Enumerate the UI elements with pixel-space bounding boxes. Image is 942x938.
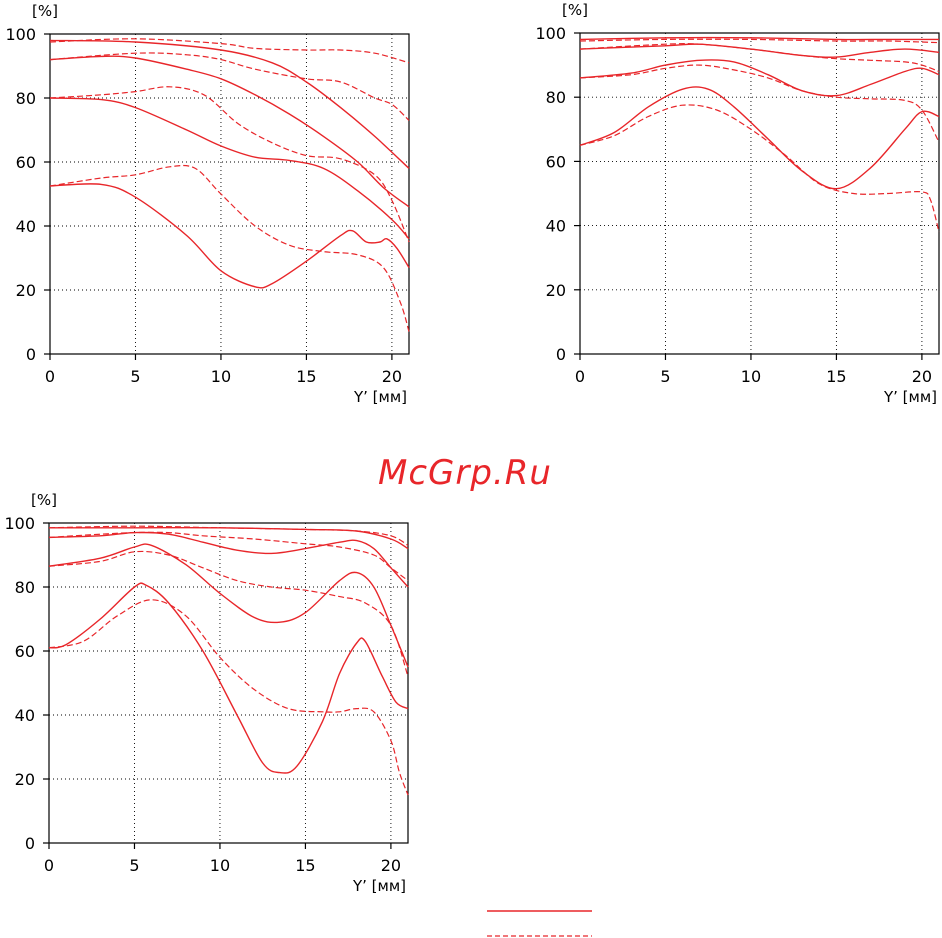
x-tick-label: 10	[741, 367, 761, 386]
y-tick-label: 0	[556, 345, 566, 364]
x-tick-label: 0	[45, 367, 55, 386]
mtf-chart-top-right: 0 5 10 15 20 0 20 40 60 80 100 [%] Y’ [мм]	[535, 1, 940, 406]
x-tick-label: 15	[295, 856, 315, 875]
x-axis-label: Y’ [мм]	[353, 388, 407, 406]
series-line-dashed-8	[49, 164, 410, 332]
mtf-chart-top-left: 0 5 10 15 20 0 20 40 60 80 100 [%] Y’ [мм]	[5, 2, 410, 406]
y-tick-label: 80	[546, 88, 566, 107]
series-line-dashed-4	[579, 43, 940, 73]
series-line-solid-5	[49, 97, 410, 240]
x-tick-label: 20	[382, 367, 402, 386]
legend	[487, 910, 592, 937]
series-line-solid-1	[49, 39, 410, 169]
x-tick-label: 15	[296, 367, 316, 386]
series-line-dashed-6	[48, 550, 409, 677]
plot-frame	[579, 32, 940, 355]
y-tick-label: 0	[26, 345, 36, 364]
plot-frame	[49, 33, 410, 355]
y-tick-label: 80	[16, 89, 36, 108]
y-axis-label: [%]	[31, 491, 57, 509]
x-tick-label: 5	[660, 367, 670, 386]
x-tick-label: 5	[130, 367, 140, 386]
y-tick-label: 100	[4, 514, 35, 533]
series-line-solid-5	[579, 59, 940, 97]
y-axis-label: [%]	[32, 2, 58, 20]
y-tick-label: 80	[15, 578, 35, 597]
x-axis-label: Y’ [мм]	[883, 388, 937, 406]
series-line-dashed-4	[48, 531, 409, 582]
y-tick-label: 20	[16, 281, 36, 300]
y-tick-label: 100	[5, 25, 36, 44]
y-tick-label: 60	[15, 642, 35, 661]
y-tick-label: 40	[546, 217, 566, 236]
y-tick-label: 60	[16, 153, 36, 172]
watermark-text: McGrp.Ru	[378, 453, 552, 493]
plot-frame	[48, 522, 409, 844]
series-line-solid-3	[48, 531, 409, 588]
y-tick-label: 0	[25, 834, 35, 853]
series-line-dashed-4	[49, 52, 410, 121]
series-line-dashed-2	[579, 38, 940, 44]
y-tick-label: 60	[546, 152, 566, 171]
series-line-dashed-2	[49, 38, 410, 64]
x-tick-label: 15	[826, 367, 846, 386]
y-axis-label: [%]	[562, 1, 588, 19]
x-axis-label: Y’ [мм]	[352, 877, 406, 895]
x-tick-label: 20	[381, 856, 401, 875]
x-tick-label: 20	[912, 367, 932, 386]
series-line-dashed-6	[49, 86, 410, 243]
series-line-solid-7	[49, 183, 410, 289]
x-tick-label: 0	[575, 367, 585, 386]
y-tick-label: 40	[16, 217, 36, 236]
series-line-dashed-8	[579, 104, 940, 233]
series-line-dashed-6	[579, 64, 940, 143]
series-line-dashed-2	[48, 525, 409, 546]
x-tick-label: 0	[44, 856, 54, 875]
y-tick-label: 40	[15, 706, 35, 725]
series-line-solid-1	[579, 36, 939, 41]
series-line-solid-7	[579, 86, 940, 190]
x-tick-label: 10	[211, 367, 231, 386]
series-line-solid-5	[48, 543, 409, 668]
mtf-chart-bottom-left: 0 5 10 15 20 0 20 40 60 80 100 [%] Y’ [мм]	[4, 491, 409, 895]
series-line-solid-3	[49, 55, 410, 208]
y-tick-label: 100	[535, 24, 566, 43]
y-tick-label: 20	[546, 281, 566, 300]
x-tick-label: 5	[129, 856, 139, 875]
x-tick-label: 10	[210, 856, 230, 875]
series-line-solid-3	[579, 43, 940, 58]
series-line-solid-7	[48, 582, 409, 774]
series-line-solid-1	[49, 526, 409, 550]
y-tick-label: 20	[15, 770, 35, 789]
